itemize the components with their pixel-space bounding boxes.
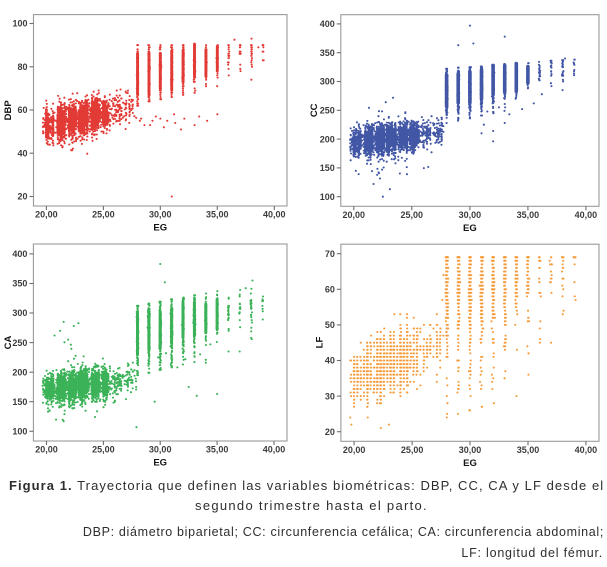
svg-text:25,00: 25,00 — [401, 445, 424, 455]
svg-text:EG: EG — [153, 223, 167, 234]
svg-text:30,00: 30,00 — [149, 210, 172, 220]
svg-text:150: 150 — [12, 397, 27, 407]
svg-text:80: 80 — [17, 62, 27, 72]
svg-text:40: 40 — [17, 148, 27, 158]
svg-text:25,00: 25,00 — [401, 210, 424, 220]
svg-text:30: 30 — [325, 391, 335, 401]
svg-text:30,00: 30,00 — [149, 445, 172, 455]
svg-text:350: 350 — [12, 279, 27, 289]
svg-text:LF: LF — [315, 337, 326, 349]
svg-text:EG: EG — [463, 458, 477, 469]
svg-text:100: 100 — [12, 427, 27, 437]
svg-text:20,00: 20,00 — [343, 210, 366, 220]
svg-text:60: 60 — [325, 285, 335, 295]
svg-text:40,00: 40,00 — [263, 210, 286, 220]
svg-text:EG: EG — [463, 223, 477, 234]
svg-text:250: 250 — [320, 106, 335, 116]
svg-text:400: 400 — [12, 249, 27, 259]
svg-text:25,00: 25,00 — [92, 210, 115, 220]
svg-text:150: 150 — [320, 163, 335, 173]
svg-text:40,00: 40,00 — [263, 445, 286, 455]
svg-text:DBP: DBP — [3, 100, 14, 121]
svg-text:200: 200 — [320, 134, 335, 144]
svg-text:35,00: 35,00 — [206, 445, 229, 455]
svg-text:35,00: 35,00 — [517, 445, 540, 455]
svg-text:300: 300 — [12, 308, 27, 318]
svg-text:30,00: 30,00 — [459, 210, 482, 220]
svg-text:60: 60 — [17, 105, 27, 115]
svg-text:CA: CA — [3, 336, 14, 350]
svg-text:35,00: 35,00 — [517, 210, 540, 220]
svg-text:40: 40 — [325, 356, 335, 366]
svg-text:70: 70 — [325, 249, 335, 259]
svg-text:20,00: 20,00 — [343, 445, 366, 455]
svg-text:250: 250 — [12, 338, 27, 348]
svg-text:30,00: 30,00 — [459, 445, 482, 455]
svg-text:20,00: 20,00 — [35, 445, 58, 455]
svg-text:25,00: 25,00 — [92, 445, 115, 455]
svg-text:400: 400 — [320, 19, 335, 29]
svg-text:CC: CC — [309, 103, 320, 117]
svg-text:EG: EG — [153, 458, 167, 469]
svg-text:100: 100 — [12, 19, 27, 29]
svg-text:40,00: 40,00 — [575, 210, 598, 220]
svg-text:200: 200 — [12, 367, 27, 377]
svg-text:300: 300 — [320, 77, 335, 87]
svg-text:50: 50 — [325, 320, 335, 330]
svg-text:35,00: 35,00 — [206, 210, 229, 220]
svg-text:20: 20 — [17, 192, 27, 202]
svg-text:20: 20 — [325, 427, 335, 437]
svg-text:40,00: 40,00 — [575, 445, 598, 455]
svg-text:20,00: 20,00 — [35, 210, 58, 220]
svg-text:350: 350 — [320, 48, 335, 58]
svg-text:100: 100 — [320, 192, 335, 202]
